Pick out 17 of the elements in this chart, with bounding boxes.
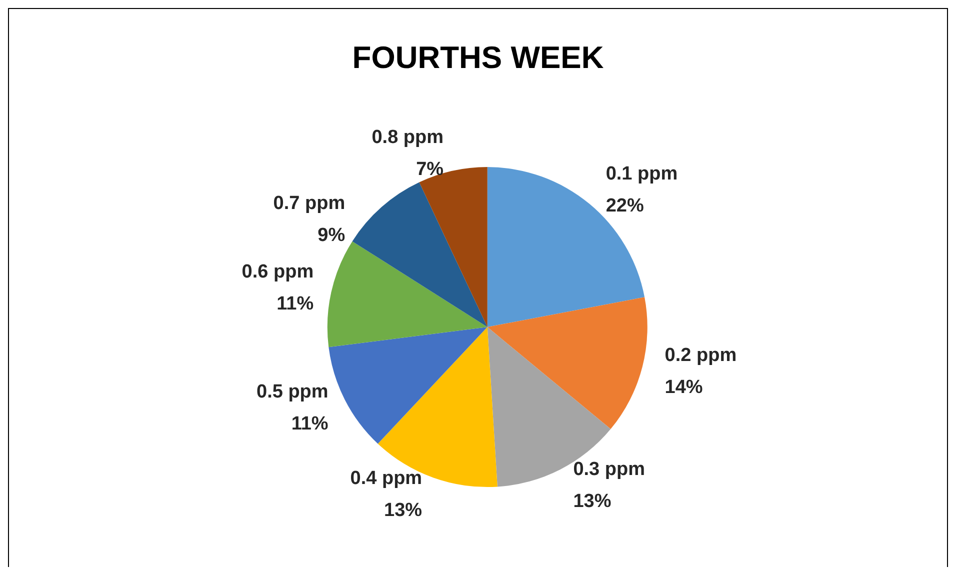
slice-label: 0.8 ppm: [372, 126, 444, 148]
slice-label: 0.2 ppm: [664, 344, 737, 366]
slice-label: 0.1 ppm: [606, 163, 678, 184]
slice-label: 0.7 ppm: [273, 192, 346, 214]
data-label: 11%: [291, 413, 328, 434]
data-label: 13%: [573, 491, 612, 512]
data-label: 9%: [318, 224, 346, 246]
slice-label: 0.5 ppm: [256, 381, 328, 402]
data-label: 11%: [276, 294, 314, 315]
slice-label: 0.3 ppm: [573, 459, 646, 480]
chart-title: FOURTHS WEEK: [352, 40, 604, 75]
slice-label: 0.6 ppm: [242, 262, 314, 283]
data-label: 14%: [664, 376, 703, 398]
data-label: 13%: [384, 500, 422, 522]
slice-label: 0.4 ppm: [350, 468, 422, 490]
data-label: 7%: [416, 158, 444, 180]
data-label: 22%: [606, 195, 644, 216]
